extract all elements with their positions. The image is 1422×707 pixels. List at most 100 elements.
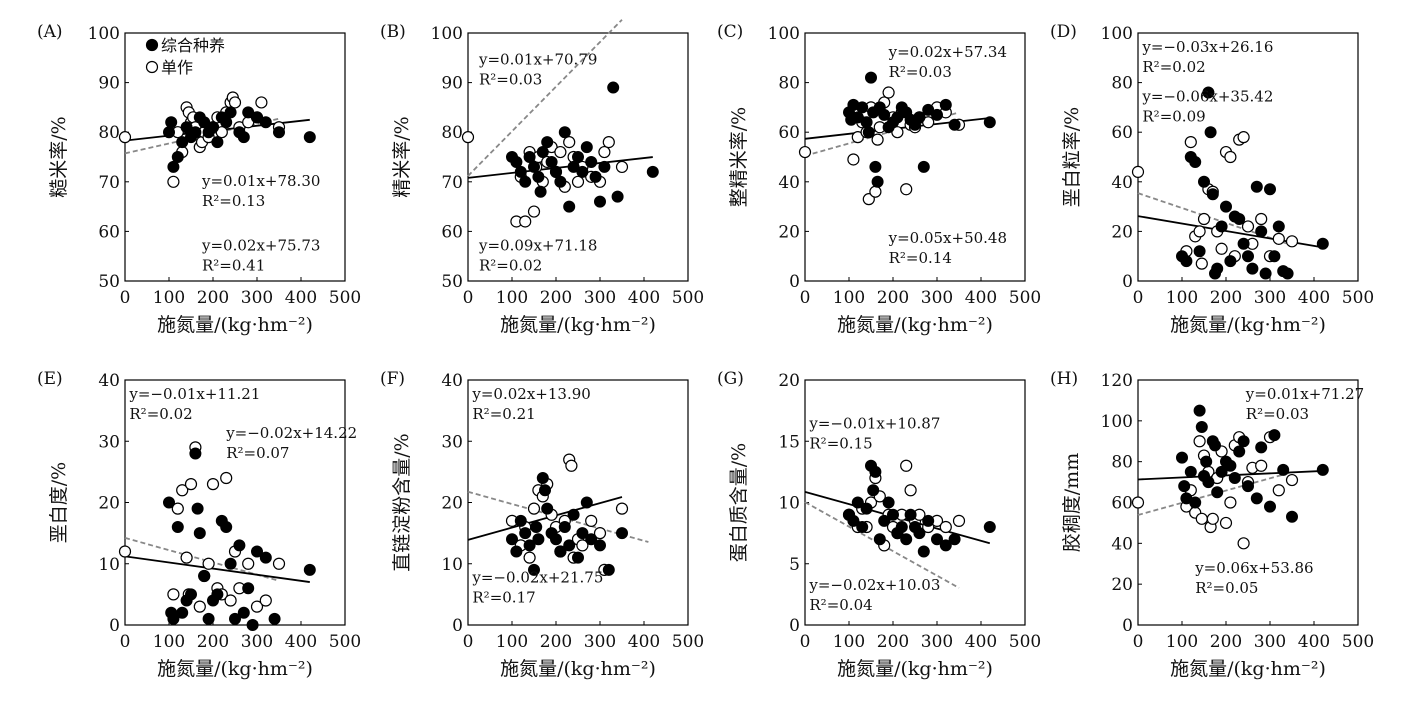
integrated-point: [532, 170, 545, 183]
integrated-point: [594, 539, 606, 552]
y-tick-label: 50: [98, 272, 120, 292]
y-tick-label: 120: [1101, 371, 1133, 391]
monoculture-point: [871, 133, 884, 146]
panel-label: (C): [717, 22, 743, 42]
integrated-point: [1250, 180, 1263, 193]
x-tick-label: 500: [672, 632, 704, 652]
panel-h: (H) 0 100 200 300 400 500 0 20 40 60 80 100 120 施氮量/(k…: [1050, 369, 1374, 680]
monoculture-point: [1193, 225, 1206, 238]
x-tick-label: 500: [672, 288, 704, 308]
x-tick-label: 200: [540, 632, 572, 652]
plot-frame: [124, 32, 346, 282]
monoculture-point: [1219, 516, 1233, 530]
integrated-point: [917, 160, 930, 173]
integrated-point: [558, 521, 571, 533]
monoculture-point: [1272, 484, 1285, 497]
y-tick-label: 70: [441, 173, 463, 193]
monoculture-point: [585, 514, 598, 527]
monoculture-point: [602, 136, 615, 149]
integrated-point: [607, 81, 620, 94]
integrated-point: [939, 98, 952, 111]
monoculture-point: [1237, 537, 1250, 550]
y-tick-label: 40: [98, 371, 120, 391]
legend-marker-open: [145, 60, 159, 74]
integrated-point: [856, 101, 869, 114]
integrated-point: [931, 533, 943, 546]
y-tick-label: 60: [778, 123, 800, 143]
monoculture-point: [565, 459, 578, 472]
monoculture-point: [1285, 235, 1299, 248]
integrated-r2: R²=0.15: [809, 434, 872, 452]
monoculture-point: [272, 557, 286, 570]
integrated-point: [211, 588, 224, 601]
x-tick-label: 500: [1342, 288, 1374, 308]
monoculture-point: [184, 478, 198, 491]
y-axis-label: 整精米率/%: [728, 107, 750, 207]
x-tick-label: 300: [584, 632, 616, 652]
integrated-point: [211, 136, 224, 149]
integrated-point: [580, 141, 593, 154]
integrated-point: [1277, 463, 1290, 476]
integrated-point: [913, 527, 926, 540]
x-tick-label: 0: [800, 288, 811, 308]
monoculture-point: [939, 520, 952, 534]
monoculture-point: [259, 594, 272, 607]
monoculture-r2: R²=0.17: [472, 589, 535, 607]
monoculture-point: [952, 514, 966, 527]
integrated-point: [1286, 510, 1298, 523]
integrated-point: [567, 508, 580, 521]
monoculture-equation: y=0.06x+53.86: [1194, 559, 1313, 577]
x-tick-label: 300: [584, 288, 616, 308]
integrated-point: [534, 185, 547, 198]
integrated-point: [1200, 455, 1213, 468]
integrated-point: [1189, 496, 1202, 509]
integrated-point: [1198, 175, 1210, 188]
integrated-point: [554, 545, 567, 558]
panel-d: (D) 0 100 200 300 400 500 0 20 40 60 80 100 施氮量/(kg·h…: [1050, 22, 1374, 336]
integrated-point: [869, 160, 882, 173]
integrated-point: [163, 496, 175, 509]
integrated-point: [1264, 183, 1276, 196]
plot-frame: [467, 32, 689, 282]
y-tick-label: 30: [98, 432, 120, 452]
panel-label: (B): [380, 22, 406, 42]
y-tick-label: 60: [1111, 123, 1133, 143]
integrated-point: [176, 606, 189, 619]
integrated-point: [1178, 480, 1191, 493]
y-tick-label: 60: [1111, 494, 1133, 514]
integrated-equation: y=−0.01x+11.21: [128, 385, 260, 403]
y-tick-label: 90: [98, 74, 120, 94]
integrated-point: [233, 539, 246, 552]
x-tick-label: 400: [285, 632, 317, 652]
panel-label: (G): [717, 369, 744, 389]
monoculture-point: [900, 183, 913, 196]
y-tick-label: 20: [1111, 575, 1133, 595]
integrated-r2: R²=0.13: [202, 192, 265, 210]
y-tick-label: 50: [441, 272, 463, 292]
monoculture-r2: R²=0.41: [202, 256, 265, 274]
x-tick-label: 200: [197, 288, 229, 308]
integrated-point: [185, 588, 197, 601]
x-tick-label: 200: [197, 632, 229, 652]
x-tick-label: 500: [1009, 632, 1041, 652]
integrated-point: [1242, 250, 1254, 263]
monoculture-point: [527, 502, 541, 515]
x-tick-label: 100: [833, 288, 865, 308]
monoculture-fit-line: [1137, 192, 1293, 247]
monoculture-fit-line: [124, 537, 280, 582]
x-tick-label: 300: [921, 632, 953, 652]
integrated-point: [303, 563, 316, 576]
integrated-point: [1255, 225, 1268, 238]
integrated-point: [237, 606, 250, 619]
integrated-point: [514, 514, 527, 527]
y-tick-label: 0: [789, 616, 800, 636]
integrated-point: [528, 160, 540, 173]
integrated-equation: y=−0.01x+10.87: [808, 414, 940, 432]
monoculture-point: [598, 145, 611, 159]
integrated-point: [1228, 472, 1241, 484]
x-tick-label: 100: [496, 288, 528, 308]
y-axis-label: 垩白粒率/%: [1061, 107, 1083, 207]
integrated-point: [541, 136, 554, 149]
x-tick-label: 400: [285, 288, 317, 308]
monoculture-point: [869, 185, 882, 198]
